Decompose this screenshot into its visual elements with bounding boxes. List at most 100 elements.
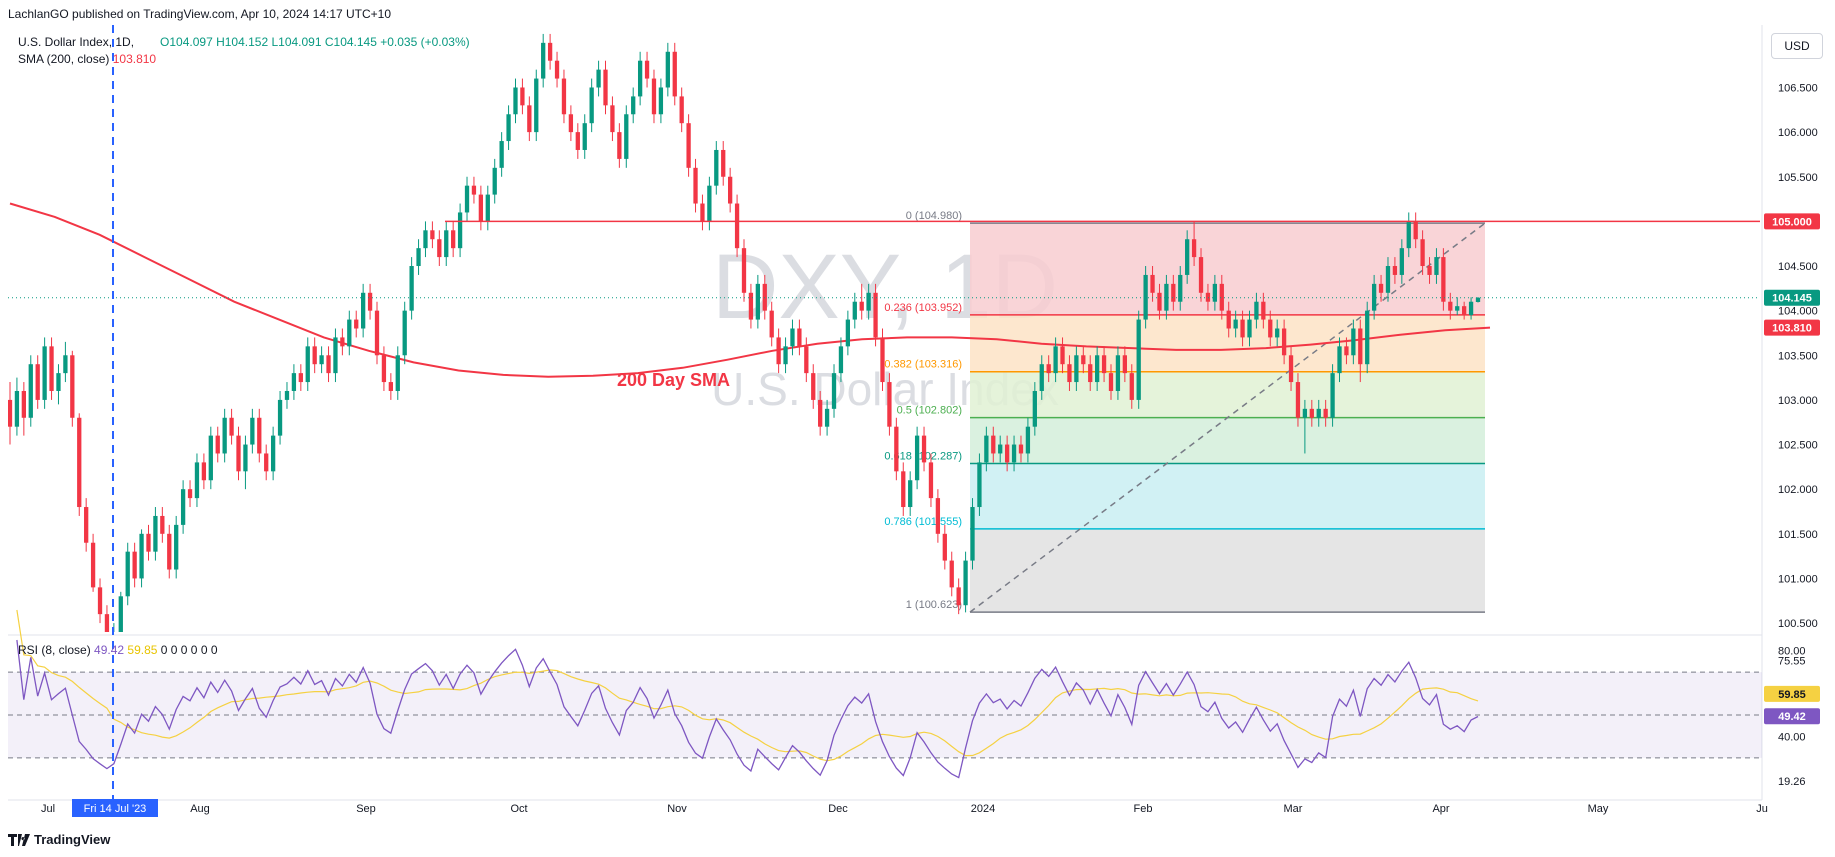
symbol-label[interactable]: U.S. Dollar Index, 1D,: [18, 35, 135, 49]
candle-body: [1427, 266, 1432, 275]
candle-body: [1150, 274, 1155, 293]
candle: [1316, 399, 1321, 427]
candle: [347, 310, 352, 356]
candle: [797, 319, 802, 356]
candle: [1344, 337, 1349, 365]
candle-body: [374, 310, 380, 356]
candle-body: [1115, 355, 1121, 391]
candle-body: [1171, 283, 1176, 302]
candle: [1039, 355, 1044, 400]
rsi-legend: RSI (8, close) 49.42 59.85 0 0 0 0 0 0: [18, 643, 218, 657]
candle: [631, 87, 636, 124]
candle: [1371, 274, 1377, 320]
candle: [970, 498, 975, 570]
candle: [977, 453, 982, 516]
time-tick-label: 2024: [971, 803, 995, 815]
candle: [721, 141, 726, 186]
sma-legend-label[interactable]: SMA (200, close): [18, 52, 110, 66]
candle: [167, 524, 172, 579]
candle: [1233, 310, 1238, 338]
candle: [49, 337, 54, 400]
candle-body: [1060, 346, 1065, 365]
candle: [437, 230, 442, 267]
candle-body: [499, 141, 504, 168]
rsi-line: [16, 639, 1479, 779]
candle-body: [1219, 283, 1224, 311]
candle-body: [1392, 266, 1398, 275]
time-tick-label: Sep: [356, 803, 376, 815]
rsi-badge: 49.42: [1764, 708, 1820, 725]
candle-body: [921, 435, 927, 463]
candle-body: [520, 87, 525, 106]
price-tick-label: 105.500: [1778, 172, 1818, 184]
price-tick-label: 102.000: [1778, 484, 1818, 496]
candle-body: [298, 373, 303, 383]
candle-body: [1226, 310, 1231, 329]
candle-body: [1275, 328, 1280, 338]
candle-body: [180, 489, 186, 525]
candle: [1288, 346, 1294, 391]
candle: [748, 283, 754, 329]
candle-body: [1136, 319, 1141, 400]
crosshair-time-badge: Fri 14 Jul '23: [72, 799, 158, 817]
candle: [575, 123, 580, 159]
candle: [617, 123, 622, 168]
candle: [1462, 301, 1467, 320]
candle: [374, 301, 380, 365]
candle-body: [485, 194, 490, 222]
candle-body: [831, 373, 837, 409]
candle: [270, 426, 276, 481]
candle-body: [1468, 301, 1474, 316]
candle: [1441, 248, 1446, 311]
candle: [409, 257, 414, 320]
candle: [859, 283, 864, 320]
candle: [637, 51, 643, 106]
price-axis[interactable]: 106.500 106.000 105.500 105.000 104.500 104.0…: [1764, 82, 1820, 630]
price-badge-label: 105.000: [1772, 216, 1812, 228]
candle-body: [672, 51, 677, 97]
candle: [811, 364, 816, 409]
fib-zone: [970, 463, 1485, 529]
candle-body: [416, 248, 421, 267]
candle-body: [866, 292, 871, 311]
candle: [35, 355, 40, 409]
candle: [457, 203, 463, 258]
candle-body: [264, 453, 269, 472]
candle-body: [146, 533, 151, 552]
price-tick-label: 101.000: [1778, 573, 1818, 585]
candle-body: [70, 355, 75, 418]
candle-body: [1288, 355, 1294, 383]
candle: [499, 132, 504, 177]
candle-body: [547, 42, 553, 61]
candle-body: [1032, 390, 1037, 427]
candle: [1219, 274, 1224, 320]
price-tick-label: 104.500: [1778, 261, 1818, 273]
candle: [1115, 346, 1121, 400]
candle-body: [1198, 257, 1204, 293]
candle-body: [818, 399, 823, 427]
crosshair-time-badge-bg: [72, 799, 158, 817]
candle: [984, 426, 989, 472]
candle-body: [104, 614, 110, 632]
candle: [90, 533, 96, 592]
currency-button[interactable]: USD: [1771, 33, 1823, 59]
candle: [908, 471, 913, 516]
candle: [1240, 310, 1245, 347]
time-axis[interactable]: Jul Aug Sep Oct Nov Dec 2024 Feb Mar Apr May Ju Fri …: [41, 799, 1768, 817]
candle: [1205, 283, 1211, 311]
candle: [28, 355, 33, 427]
candle: [153, 507, 158, 561]
candle-body: [8, 399, 13, 427]
candle-body: [568, 114, 574, 133]
candle: [291, 364, 297, 400]
candle-body: [270, 435, 276, 472]
candle: [1295, 373, 1301, 427]
candle: [125, 542, 130, 606]
candle-body: [423, 230, 428, 249]
rsi-legend-label[interactable]: RSI (8, close): [18, 643, 91, 657]
candle-body: [631, 96, 636, 115]
candle-body: [1074, 355, 1079, 383]
candle: [998, 435, 1003, 463]
